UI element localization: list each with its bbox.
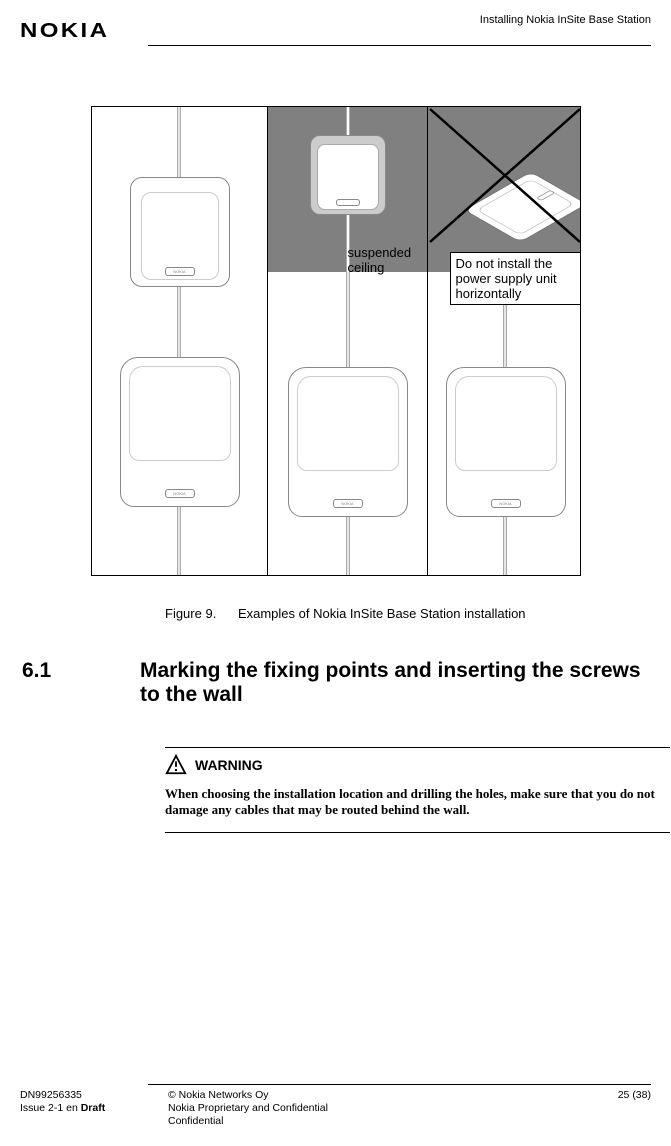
- footer-left: DN99256335 Issue 2-1 en Draft: [20, 1089, 168, 1128]
- page-number: 25 (38): [591, 1089, 651, 1128]
- footer-mid: © Nokia Networks Oy Nokia Proprietary an…: [168, 1089, 591, 1128]
- figure-diagram: NOKIA NOKIA NOKIA suspended ceiling: [91, 106, 581, 576]
- section-heading: 6.1 Marking the fixing points and insert…: [20, 659, 651, 707]
- warning-rule-top: [165, 747, 670, 748]
- label-do-not-install: Do not install the power supply unit hor…: [450, 252, 581, 305]
- warning-text: When choosing the installation location …: [165, 786, 670, 818]
- copyright: © Nokia Networks Oy: [168, 1089, 591, 1102]
- label-suspended-ceiling: suspended ceiling: [348, 245, 412, 275]
- section-title: Marking the fixing points and inserting …: [140, 659, 651, 707]
- figure-caption: Figure 9. Examples of Nokia InSite Base …: [165, 606, 651, 621]
- figure-number: Figure 9.: [165, 606, 216, 621]
- base-station-unit: NOKIA: [288, 367, 408, 517]
- footer: DN99256335 Issue 2-1 en Draft © Nokia Ne…: [20, 1084, 651, 1128]
- power-supply-unit: NOKIA: [130, 177, 230, 287]
- header-rule: [148, 45, 651, 46]
- cross-out-icon: [428, 107, 581, 247]
- issue: Issue 2-1 en: [20, 1102, 78, 1114]
- proprietary: Nokia Proprietary and Confidential: [168, 1102, 591, 1115]
- nokia-logo: NOKIA: [20, 20, 109, 43]
- warning-rule-bottom: [165, 832, 670, 833]
- figure-col-1: NOKIA NOKIA: [92, 107, 267, 575]
- base-station-unit: NOKIA: [120, 357, 240, 507]
- section-number: 6.1: [20, 659, 140, 707]
- header: NOKIA Installing Nokia InSite Base Stati…: [20, 20, 651, 46]
- issue-status: Draft: [81, 1102, 106, 1114]
- base-station-unit: NOKIA: [446, 367, 566, 517]
- footer-rule: [148, 1084, 651, 1085]
- page: NOKIA Installing Nokia InSite Base Stati…: [0, 0, 671, 1146]
- figure-col-2: NOKIA suspended ceiling: [267, 107, 427, 575]
- confidential: Confidential: [168, 1115, 591, 1128]
- warning-icon: [165, 754, 187, 776]
- doc-id: DN99256335: [20, 1089, 168, 1102]
- power-supply-unit-ceiling: [310, 135, 386, 215]
- header-title: Installing Nokia InSite Base Station: [480, 14, 651, 26]
- warning-block: WARNING When choosing the installation l…: [165, 747, 670, 833]
- figure-caption-text: Examples of Nokia InSite Base Station in…: [238, 606, 526, 621]
- figure-col-3: NOKIA Do not install the power supply un…: [427, 107, 581, 575]
- warning-title: WARNING: [195, 757, 263, 773]
